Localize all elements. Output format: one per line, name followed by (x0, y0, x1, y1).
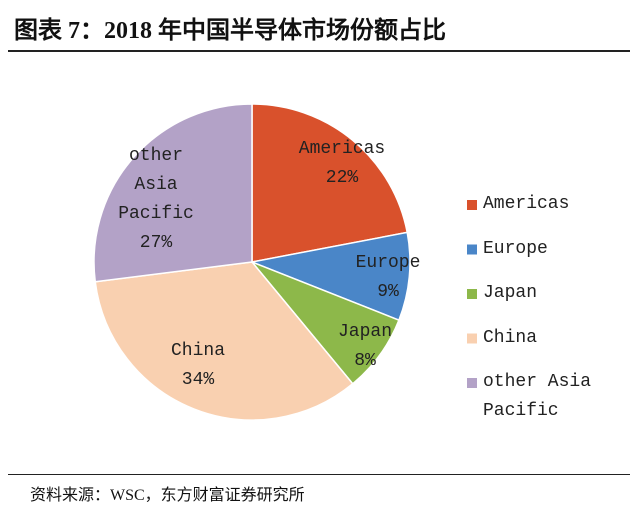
legend-label: China (483, 327, 538, 348)
legend-label: Americas (483, 194, 570, 214)
source-note: 资料来源：WSC，东方财富证券研究所 (30, 487, 305, 504)
slice-label-group: Japan 8% (325, 318, 405, 376)
slice-value: 22% (325, 168, 359, 188)
legend-swatch (467, 333, 477, 344)
legend-swatch (467, 200, 477, 210)
slice-label-group: other Asia Pacific 27% (116, 142, 196, 258)
pie-slice (94, 261, 354, 421)
legend-label: Europe (483, 238, 548, 259)
slice-label-group: Americas 22% (287, 135, 397, 193)
pie-slice (93, 103, 253, 283)
slice-name: Americas (298, 139, 386, 159)
slice-value: 9% (377, 282, 399, 302)
legend-swatch (467, 378, 477, 388)
legend-label: other Asia Pacific (483, 372, 592, 421)
slice-name: Japan (337, 322, 392, 342)
chart-title: 图表 7：2018 年中国半导体市场份额占比 (14, 18, 446, 44)
slice-label-group: Europe 9% (343, 249, 433, 307)
legend-label: Japan (483, 283, 538, 303)
slice-name: China (170, 341, 225, 361)
slice-label-group: China 34% (158, 337, 238, 395)
slice-name: Europe (355, 253, 421, 273)
slice-value: 34% (181, 370, 215, 390)
divider (8, 474, 630, 475)
slice-value: 27% (139, 233, 173, 253)
divider (8, 50, 630, 52)
pie-slice (249, 231, 411, 322)
legend-swatch (467, 289, 477, 299)
legend-swatch (467, 244, 477, 255)
slice-value: 8% (354, 351, 376, 371)
slice-name: other Asia Pacific (118, 146, 194, 224)
pie-slice (251, 103, 409, 263)
